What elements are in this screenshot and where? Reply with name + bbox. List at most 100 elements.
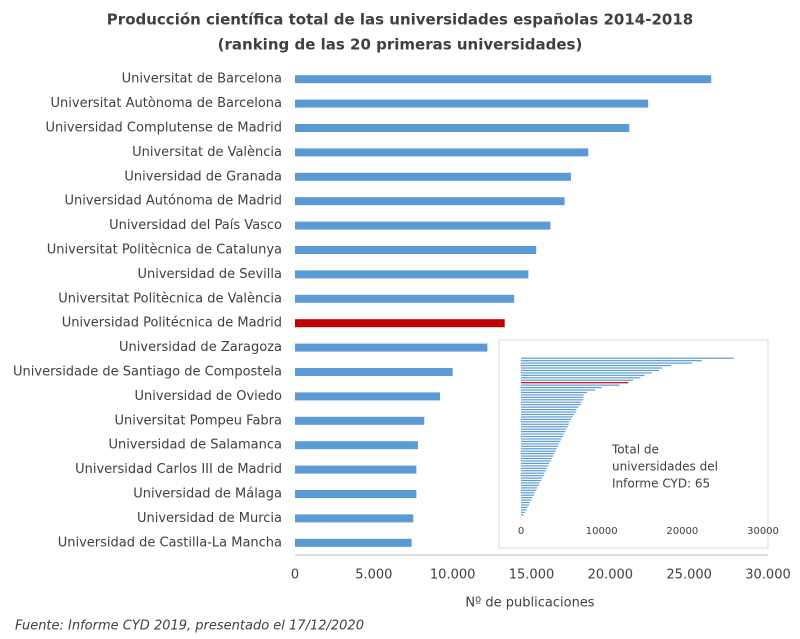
inset-bar (521, 504, 530, 506)
y-tick-label: Universidad de Salamanca (108, 438, 282, 453)
y-tick-label: Universidade de Santiago de Compostela (13, 365, 282, 380)
y-tick-label: Universidad de Sevilla (137, 267, 282, 282)
inset-annotation: universidades del (612, 460, 718, 474)
bar (295, 416, 425, 425)
inset-bar (521, 389, 596, 391)
inset-bar (521, 428, 567, 430)
inset-bar (521, 406, 579, 408)
inset-bar (521, 418, 572, 420)
y-tick-label: Universidad de Oviedo (134, 389, 282, 404)
x-axis-title: Nº de publicaciones (465, 596, 594, 611)
inset-x-tick-label: 0 (518, 526, 524, 537)
inset-bar (521, 477, 542, 479)
y-tick-label: Universidad de Granada (124, 169, 282, 184)
inset-bar (521, 408, 577, 411)
inset-bar (521, 479, 542, 482)
inset-bar (521, 499, 532, 501)
inset-bar (521, 497, 533, 499)
inset-bar (521, 394, 584, 396)
inset-bar (521, 377, 641, 379)
inset-bar (521, 475, 544, 477)
inset-bar (521, 364, 672, 367)
y-tick-label: Universidad de Málaga (133, 487, 282, 502)
y-tick-label: Universitat Politècnica de Catalunya (47, 243, 282, 258)
inset-bar (521, 487, 538, 489)
inset-bar (521, 482, 540, 484)
inset-bar (521, 362, 693, 364)
x-tick-label: 15.000 (509, 568, 555, 583)
x-tick-label: 30.000 (745, 568, 791, 583)
inset-bar (521, 489, 537, 491)
inset-bar (521, 470, 547, 472)
inset-bar (521, 492, 535, 494)
inset-bar (521, 460, 551, 462)
chart-title: Producción científica total de las unive… (107, 11, 693, 29)
x-tick-label: 25.000 (666, 568, 712, 583)
inset-bar (521, 401, 582, 403)
y-tick-label: Universidad de Murcia (137, 511, 282, 526)
bar (295, 343, 488, 352)
inset-bar (521, 360, 702, 362)
bar (295, 514, 414, 523)
inset-bar (521, 457, 552, 460)
inset-bar (521, 384, 620, 386)
inset-bar (521, 404, 581, 406)
y-tick-label: Universidad Politécnica de Madrid (62, 316, 282, 331)
inset-bar (521, 440, 561, 442)
inset-bar (521, 511, 526, 513)
inset-bar (521, 379, 634, 381)
y-tick-label: Universidad del País Vasco (109, 218, 282, 233)
inset-bar (521, 453, 555, 455)
bar (295, 148, 589, 157)
bar (295, 197, 565, 206)
chart-subtitle: (ranking de las 20 primeras universidade… (218, 36, 583, 54)
inset-annotation: Informe CYD: 65 (612, 477, 710, 491)
x-tick-label: 0 (291, 568, 299, 583)
inset-bar (521, 431, 566, 433)
inset-bar (521, 396, 584, 398)
inset-bar (521, 357, 734, 359)
inset-bar (521, 386, 602, 389)
inset-bar (521, 462, 550, 465)
bar (295, 368, 453, 376)
inset-bar (521, 433, 564, 435)
inset-bar (521, 367, 663, 369)
y-tick-label: Universitat de València (132, 145, 282, 160)
inset-x-tick-label: 30000 (747, 526, 779, 537)
y-tick-label: Universidad de Zaragoza (119, 340, 282, 355)
inset-bar (521, 443, 559, 445)
x-tick-label: 10.000 (430, 568, 476, 583)
inset-bar (521, 472, 545, 474)
x-tick-label: 5.000 (355, 568, 392, 583)
bar (295, 221, 551, 230)
inset-bar (521, 423, 569, 425)
inset-bar (521, 438, 562, 440)
bar (295, 490, 417, 498)
y-tick-label: Universidad Autónoma de Madrid (64, 194, 282, 209)
inset-bar (521, 411, 576, 413)
inset-bar (521, 372, 652, 374)
y-tick-label: Universitat Autònoma de Barcelona (51, 96, 282, 111)
inset-x-tick-label: 20000 (666, 526, 698, 537)
inset-bar (521, 465, 549, 467)
inset-bar (521, 455, 554, 457)
inset-bar (521, 450, 556, 452)
bar (295, 538, 412, 547)
bar (295, 392, 441, 401)
inset-bar (521, 391, 588, 394)
inset-bar (521, 514, 524, 516)
source: Fuente: Informe CYD 2019, presentado el … (15, 619, 364, 634)
x-tick-label: 20.000 (588, 568, 634, 583)
inset-bar (521, 435, 563, 438)
inset-bar (521, 467, 547, 469)
bar (295, 246, 537, 254)
bar (295, 294, 515, 303)
bar (295, 75, 712, 84)
inset-bar (521, 506, 528, 509)
bar (295, 172, 571, 181)
bar (295, 465, 417, 474)
inset-bar (521, 445, 559, 447)
bar (295, 270, 529, 279)
inset-annotation: Total de (611, 443, 659, 457)
